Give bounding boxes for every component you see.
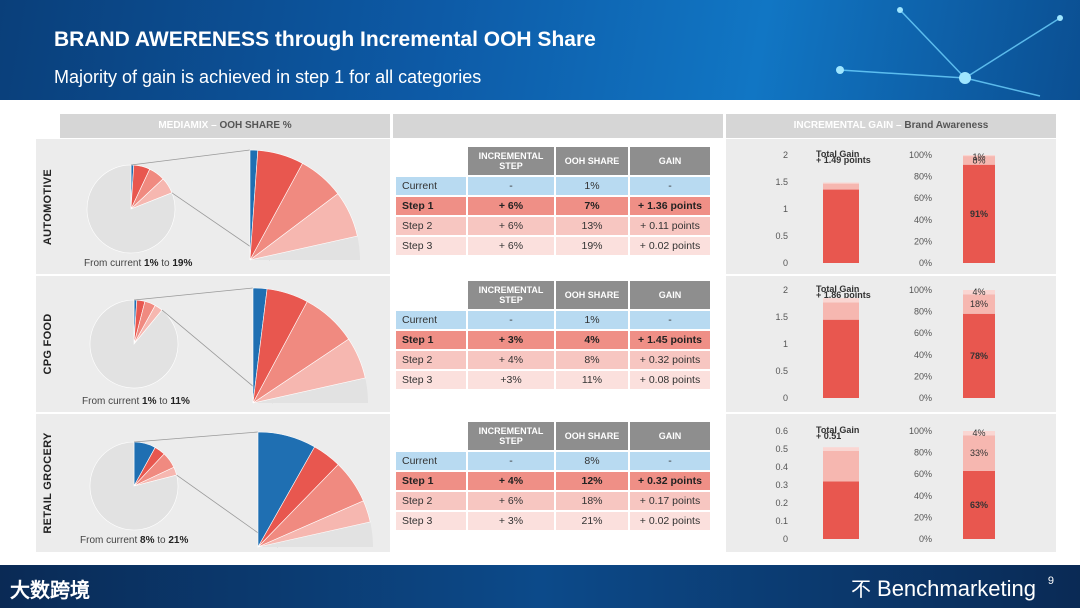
- mediamix-label: MEDIAMIX: [158, 120, 209, 131]
- footer-logo-left: 大数跨境: [10, 580, 90, 602]
- step-table-cpg-food: INCREMENTAL STEP OOH SHARE GAIN Current -1%…: [394, 279, 712, 391]
- step-table-automotive: INCREMENTAL STEP OOH SHARE GAIN Current -1%…: [394, 145, 712, 257]
- gain-panel: [726, 139, 1056, 552]
- table-row: Step 2 + 6% 18% + 0.17 points: [396, 492, 710, 510]
- table-row: Step 1 + 3% 4% + 1.45 points: [396, 331, 710, 349]
- ooh-share-label: OOH SHARE %: [219, 120, 292, 131]
- gain-column-header: INCREMENTAL GAIN – Brand Awareness: [726, 114, 1056, 138]
- table-row: Step 1 + 6% 7% + 1.36 points: [396, 197, 710, 215]
- pie-panel: [60, 139, 390, 552]
- table-row: Current -8% -: [396, 452, 710, 470]
- row-divider: [36, 274, 1056, 276]
- table-row: Step 3 + 3% 21% + 0.02 points: [396, 512, 710, 530]
- network-decoration: [836, 7, 1063, 97]
- page-number: 9: [1047, 575, 1054, 587]
- row-label-cpg-food: CPG FOOD: [36, 276, 60, 412]
- from-caption-cpg-food: From current 1% to 11%: [82, 396, 190, 407]
- step-table-retail-grocery: INCREMENTAL STEP OOH SHARE GAIN Current -8%…: [394, 420, 712, 532]
- row-divider: [36, 412, 1056, 414]
- incremental-gain-label: INCREMENTAL GAIN: [793, 120, 894, 131]
- row-label-automotive: AUTOMOTIVE: [36, 139, 60, 274]
- table-row: Step 2 + 6% 13% + 0.11 points: [396, 217, 710, 235]
- table-row: Current -1% -: [396, 177, 710, 195]
- footer: 大数跨境 不 Benchmarketing: [0, 565, 1080, 608]
- page-subtitle: Majority of gain is achieved in step 1 f…: [54, 67, 482, 87]
- from-caption-retail-grocery: From current 8% to 21%: [80, 535, 189, 546]
- table-row: Step 2 + 4% 8% + 0.32 points: [396, 351, 710, 369]
- table-row: Step 3 + 6% 19% + 0.02 points: [396, 237, 710, 255]
- header-banner: BRAND AWERENESS through Incremental OOH …: [0, 0, 1080, 100]
- page-title: BRAND AWERENESS through Incremental OOH …: [54, 28, 596, 51]
- from-caption-automotive: From current 1% to 19%: [84, 258, 193, 269]
- benchmarketing-logo: 不 Benchmarketing: [851, 576, 1036, 601]
- brand-awareness-label: Brand Awareness: [904, 120, 989, 131]
- mediamix-column-header: MEDIAMIX – OOH SHARE %: [60, 114, 390, 138]
- table-row: Step 3 +3% 11% + 0.08 points: [396, 371, 710, 389]
- table-row: Step 1 + 4% 12% + 0.32 points: [396, 472, 710, 490]
- row-label-retail-grocery: RETAIL GROCERY: [36, 414, 60, 552]
- table-column-header: [393, 114, 723, 138]
- table-row: Current -1% -: [396, 311, 710, 329]
